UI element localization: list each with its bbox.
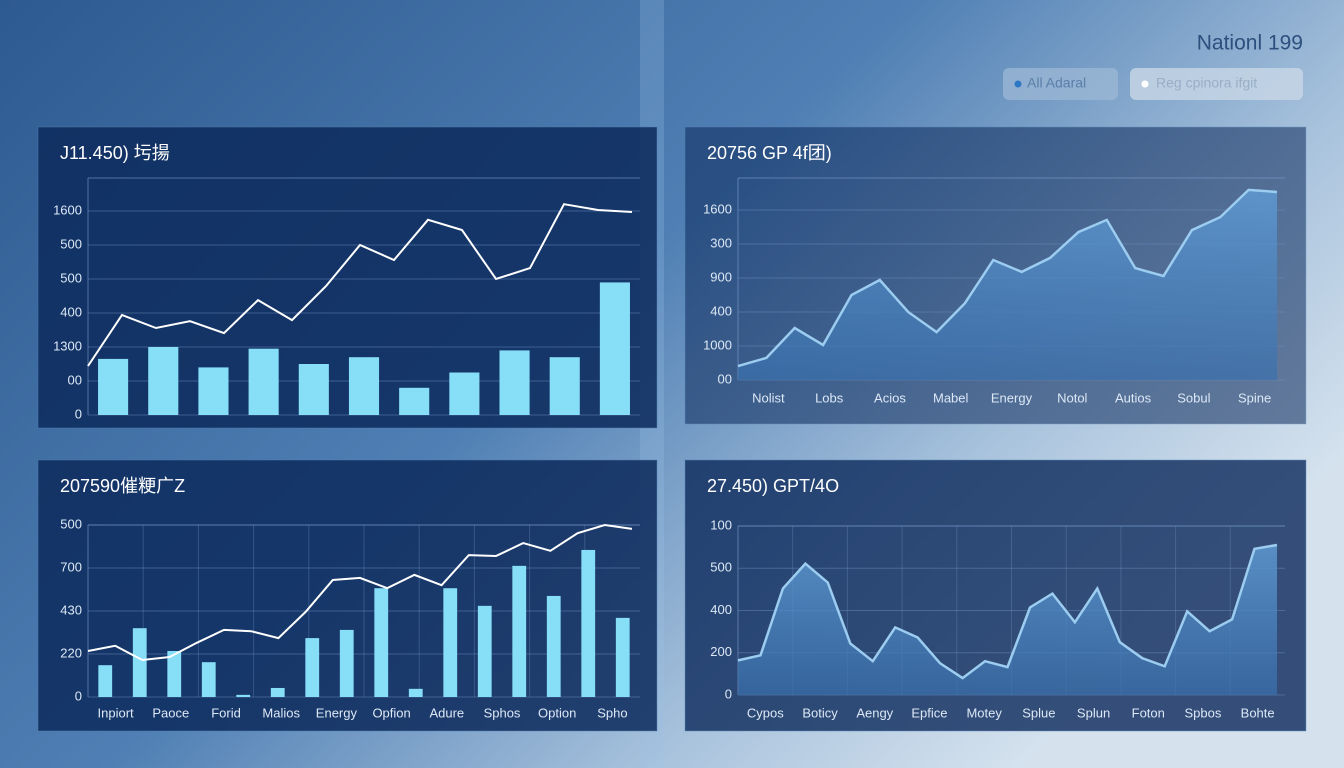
y-tick-label: 0 bbox=[75, 406, 82, 421]
bar bbox=[270, 687, 285, 697]
bar bbox=[132, 628, 147, 697]
x-tick-label: Spine bbox=[1238, 390, 1271, 405]
bar bbox=[599, 282, 630, 415]
bar bbox=[248, 348, 279, 415]
x-tick-label: Notol bbox=[1057, 390, 1087, 405]
x-tick-label: Aengy bbox=[856, 705, 893, 720]
bar bbox=[148, 347, 179, 415]
y-tick-label: 500 bbox=[60, 236, 82, 251]
bar bbox=[348, 357, 380, 415]
x-tick-label: Boticy bbox=[802, 705, 838, 720]
x-tick-label: Nolist bbox=[752, 390, 785, 405]
x-tick-label: Lobs bbox=[815, 390, 844, 405]
bar bbox=[443, 588, 458, 697]
line bbox=[87, 203, 633, 367]
bar bbox=[236, 694, 251, 697]
x-tick-label: Inpiort bbox=[98, 705, 135, 720]
bar bbox=[305, 638, 320, 697]
line bbox=[87, 523, 633, 662]
y-tick-label: 200 bbox=[710, 644, 732, 659]
x-tick-label: Epfice bbox=[911, 705, 947, 720]
y-tick-label: 400 bbox=[710, 303, 732, 318]
x-tick-label: Option bbox=[538, 705, 576, 720]
button-label: Reg cpinora ifgit bbox=[1156, 75, 1257, 91]
bar bbox=[615, 617, 630, 697]
bar bbox=[477, 605, 492, 697]
x-tick-label: Spbos bbox=[1185, 705, 1222, 720]
x-tick-label: Cypos bbox=[747, 705, 784, 720]
x-tick-label: Paoce bbox=[152, 705, 189, 720]
x-tick-label: Motey bbox=[966, 705, 1002, 720]
bar bbox=[499, 350, 530, 415]
bar bbox=[98, 665, 113, 697]
bar bbox=[549, 357, 580, 415]
y-tick-label: 220 bbox=[60, 645, 82, 660]
bar bbox=[98, 358, 129, 415]
y-tick-label: 100 bbox=[710, 517, 732, 532]
x-tick-label: Splue bbox=[1022, 705, 1055, 720]
y-tick-label: 900 bbox=[710, 269, 732, 284]
y-tick-label: 00 bbox=[68, 372, 82, 387]
y-tick-label: 1000 bbox=[703, 337, 732, 352]
x-tick-label: Sobul bbox=[1177, 390, 1210, 405]
button-dot bbox=[1014, 80, 1022, 88]
bar bbox=[449, 372, 480, 415]
y-tick-label: 400 bbox=[60, 304, 82, 319]
x-tick-label: Autios bbox=[1115, 390, 1152, 405]
y-tick-label: 0 bbox=[75, 688, 82, 703]
panel-title: J11.450) 圬揚 bbox=[60, 143, 170, 163]
x-tick-label: Malios bbox=[262, 705, 300, 720]
y-tick-label: 700 bbox=[60, 559, 82, 574]
filter-button[interactable] bbox=[1130, 68, 1303, 100]
x-tick-label: Splun bbox=[1077, 705, 1110, 720]
bar bbox=[339, 629, 354, 697]
x-tick-label: Sphos bbox=[484, 705, 521, 720]
panel-title: 20756 GP 4f团) bbox=[707, 143, 832, 163]
y-tick-label: 400 bbox=[710, 602, 732, 617]
bar bbox=[512, 565, 527, 697]
x-tick-label: Energy bbox=[991, 390, 1033, 405]
x-tick-label: Bohte bbox=[1241, 705, 1275, 720]
y-tick-label: 300 bbox=[710, 235, 732, 250]
y-tick-label: 500 bbox=[710, 560, 732, 575]
bar bbox=[408, 688, 423, 697]
header-title: Nationl 199 bbox=[1197, 32, 1303, 55]
filter-button[interactable] bbox=[1003, 68, 1118, 100]
area bbox=[738, 545, 1277, 695]
y-tick-label: 1600 bbox=[703, 201, 732, 216]
panel-title: 27.450) GPT/4O bbox=[707, 476, 839, 496]
x-tick-label: Opfion bbox=[372, 705, 410, 720]
y-tick-label: 1600 bbox=[53, 202, 82, 217]
x-tick-label: Mabel bbox=[933, 390, 969, 405]
area-line bbox=[737, 188, 1278, 368]
x-tick-label: Foton bbox=[1132, 705, 1165, 720]
y-tick-label: 430 bbox=[60, 602, 82, 617]
y-tick-label: 00 bbox=[718, 371, 732, 386]
x-tick-label: Acios bbox=[874, 390, 906, 405]
bar bbox=[167, 650, 182, 697]
x-tick-label: Adure bbox=[429, 705, 464, 720]
panel-title: 207590催粳广Z bbox=[60, 476, 185, 496]
area-line bbox=[737, 543, 1278, 680]
x-tick-label: Spho bbox=[597, 705, 627, 720]
y-tick-label: 0 bbox=[725, 686, 732, 701]
x-tick-label: Energy bbox=[316, 705, 358, 720]
bar bbox=[546, 595, 561, 697]
bar bbox=[201, 662, 216, 697]
bar bbox=[374, 588, 389, 697]
bar bbox=[198, 367, 229, 415]
y-tick-label: 1300 bbox=[53, 338, 82, 353]
y-tick-label: 500 bbox=[60, 516, 82, 531]
button-label: All Adaral bbox=[1027, 75, 1086, 91]
area bbox=[738, 189, 1277, 380]
y-tick-label: 500 bbox=[60, 270, 82, 285]
x-tick-label: Forid bbox=[211, 705, 241, 720]
bar bbox=[298, 364, 329, 415]
button-dot bbox=[1141, 80, 1149, 88]
bar bbox=[399, 387, 430, 415]
bar bbox=[581, 549, 596, 697]
